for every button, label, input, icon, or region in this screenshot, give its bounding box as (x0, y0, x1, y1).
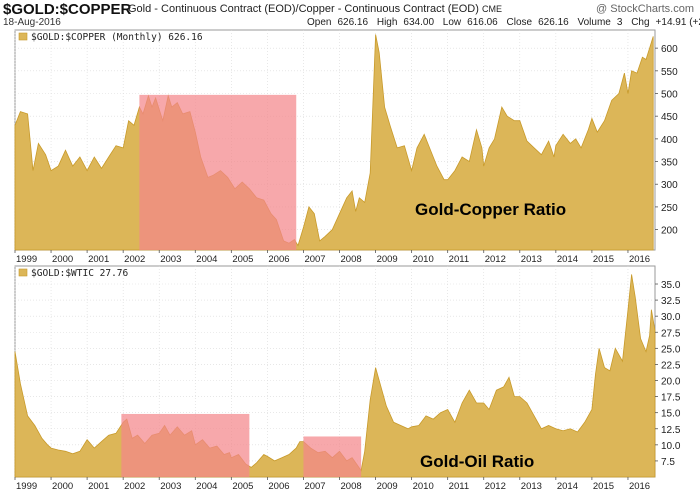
x-tick-label: 2007 (304, 481, 325, 492)
x-tick-label: 2010 (413, 254, 434, 265)
chart-header: $GOLD:$COPPER Gold - Continuous Contract… (0, 0, 700, 28)
x-tick-label: 2004 (196, 254, 217, 265)
x-tick-label: 2011 (449, 254, 469, 265)
y-tick-label: 300 (661, 180, 678, 191)
x-tick-label: 2005 (232, 254, 253, 265)
description-text: Gold - Continuous Contract (EOD)/Copper … (128, 3, 479, 15)
x-tick-label: 2006 (268, 481, 289, 492)
x-tick-label: 2015 (593, 254, 614, 265)
x-tick-label: 2000 (52, 254, 73, 265)
x-tick-label: 2009 (377, 254, 398, 265)
y-tick-label: 10.0 (661, 441, 681, 452)
x-tick-label: 2012 (485, 254, 506, 265)
chg-value: +14.91 (+2.44%) (655, 17, 700, 28)
x-tick-label: 2009 (377, 481, 398, 492)
ohlc-readout: Open 626.16 High 634.00 Low 616.06 Close 626… (307, 17, 700, 28)
highlight-region (139, 94, 297, 250)
legend-swatch (18, 32, 28, 41)
x-tick-label: 2014 (557, 254, 578, 265)
y-tick-label: 30.0 (661, 312, 681, 323)
chart-panel-2: 7.5 10.0 12.5 15.0 17.5 20.0 22.5 25.0 27.5 30.0 3… (14, 265, 681, 492)
x-tick-label: 1999 (16, 254, 37, 265)
highlight-region (121, 413, 250, 477)
x-tick-label: 1999 (16, 481, 37, 492)
y-tick-label: 250 (661, 203, 678, 214)
x-tick-label: 2008 (341, 254, 362, 265)
y-tick-label: 35.0 (661, 280, 681, 291)
x-tick-label: 2016 (629, 481, 650, 492)
x-tick-label: 2006 (268, 254, 289, 265)
x-tick-label: 2002 (124, 254, 145, 265)
y-tick-label: 600 (661, 44, 678, 55)
legend-label: $GOLD:$COPPER (Monthly) 626.16 (31, 32, 203, 43)
y-tick-label: 400 (661, 135, 678, 146)
x-tick-label: 2001 (88, 254, 109, 265)
chart-annotation: Gold-Copper Ratio (415, 200, 566, 219)
x-tick-label: 2016 (629, 254, 650, 265)
legend-swatch (18, 268, 28, 277)
y-tick-label: 20.0 (661, 377, 681, 388)
x-tick-label: 2000 (52, 481, 73, 492)
x-tick-label: 2001 (88, 481, 109, 492)
chart-panel-1: 200 250 300 350 400 450 500 550 600 1999 2000 2001 2… (14, 29, 678, 265)
x-tick-label: 2002 (124, 481, 145, 492)
y-tick-label: 500 (661, 90, 678, 101)
low-value: 616.06 (467, 17, 498, 28)
y-tick-label: 200 (661, 226, 678, 237)
x-tick-label: 2011 (449, 481, 469, 492)
symbol-title: $GOLD:$COPPER (3, 1, 132, 18)
x-tick-label: 2003 (160, 254, 181, 265)
x-tick-label: 2003 (160, 481, 181, 492)
chart-date: 18-Aug-2016 (3, 17, 61, 28)
y-tick-label: 32.5 (661, 296, 681, 307)
low-label: Low (442, 17, 462, 28)
y-tick-label: 15.0 (661, 409, 681, 420)
x-tick-label: 2014 (557, 481, 578, 492)
y-tick-label: 550 (661, 67, 678, 78)
y-tick-label: 12.5 (661, 425, 681, 436)
y-tick-label: 350 (661, 158, 678, 169)
high-value: 634.00 (403, 17, 435, 28)
chg-label: Chg (631, 17, 650, 28)
y-tick-label: 25.0 (661, 344, 681, 355)
x-tick-label: 2012 (485, 481, 506, 492)
symbol-description: Gold - Continuous Contract (EOD)/Copper … (128, 3, 502, 15)
y-tick-label: 17.5 (661, 393, 681, 404)
y-tick-label: 27.5 (661, 328, 681, 339)
close-value: 626.16 (538, 17, 569, 28)
x-tick-label: 2005 (232, 481, 253, 492)
y-tick-label: 22.5 (661, 360, 681, 371)
volume-label: Volume (577, 17, 611, 28)
legend-label: $GOLD:$WTIC 27.76 (31, 268, 129, 279)
high-label: High (376, 17, 398, 28)
x-tick-label: 2008 (341, 481, 362, 492)
x-tick-label: 2013 (521, 481, 542, 492)
x-tick-label: 2004 (196, 481, 217, 492)
chart-annotation: Gold-Oil Ratio (420, 452, 534, 471)
exchange-label: CME (481, 4, 502, 14)
open-value: 626.16 (337, 17, 369, 28)
volume-value: 3 (616, 17, 623, 28)
highlight-region (303, 436, 362, 477)
y-tick-label: 450 (661, 112, 678, 123)
open-label: Open (307, 17, 332, 28)
stockcharts-watermark: @ StockCharts.com (596, 3, 694, 15)
close-label: Close (506, 17, 533, 28)
x-tick-label: 2007 (304, 254, 325, 265)
y-tick-label: 7.5 (661, 457, 675, 468)
x-tick-label: 2015 (593, 481, 614, 492)
x-tick-label: 2010 (413, 481, 434, 492)
x-tick-label: 2013 (521, 254, 542, 265)
